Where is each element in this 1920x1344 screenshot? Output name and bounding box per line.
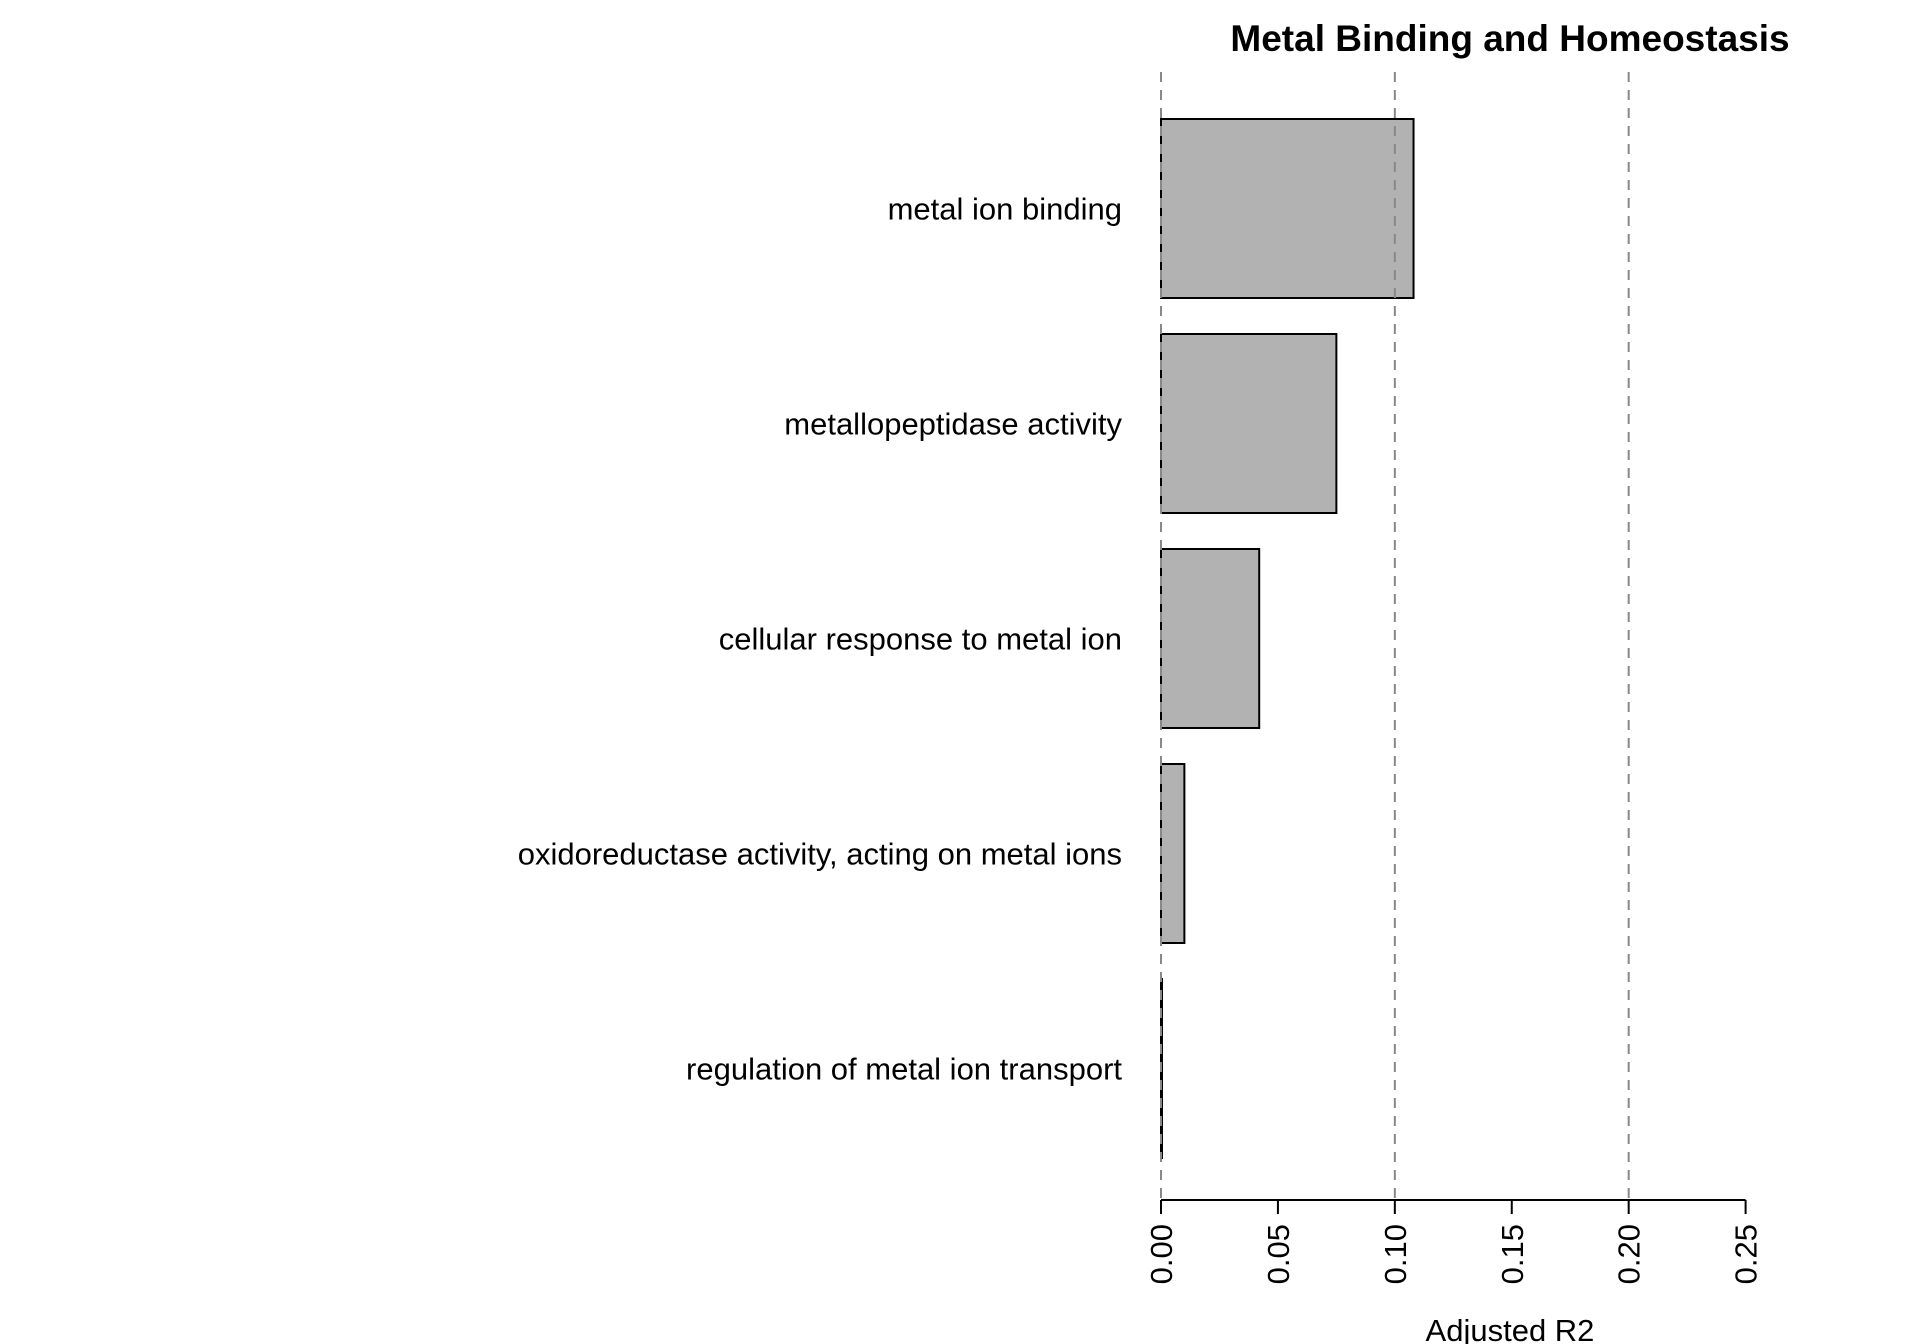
category-label: oxidoreductase activity, acting on metal… xyxy=(518,837,1122,872)
x-tick-label: 0.25 xyxy=(1729,1224,1764,1284)
bars xyxy=(1160,118,1415,1159)
x-axis-title: Adjusted R2 xyxy=(1426,1313,1595,1344)
x-axis: 0.00 0.05 0.10 0.15 0.20 0.25 xyxy=(1144,1199,1764,1284)
reference-lines xyxy=(1160,72,1630,1200)
x-tick-label: 0.00 xyxy=(1144,1224,1179,1284)
x-tick-label: 0.10 xyxy=(1378,1224,1413,1284)
bar-2 xyxy=(1160,333,1338,514)
bar-3 xyxy=(1160,548,1261,729)
category-label: cellular response to metal ion xyxy=(719,622,1122,657)
x-tick-label: 0.20 xyxy=(1612,1224,1647,1284)
category-label: metallopeptidase activity xyxy=(784,407,1122,442)
category-label: regulation of metal ion transport xyxy=(686,1052,1122,1087)
x-tick-label: 0.15 xyxy=(1495,1224,1530,1284)
x-tick-label: 0.05 xyxy=(1261,1224,1296,1284)
category-labels: metal ion binding metallopeptidase activi… xyxy=(518,192,1123,1087)
category-label: metal ion binding xyxy=(888,192,1122,227)
bar-1 xyxy=(1160,118,1415,299)
chart-title: Metal Binding and Homeostasis xyxy=(1230,18,1789,59)
bar-4 xyxy=(1160,763,1186,944)
